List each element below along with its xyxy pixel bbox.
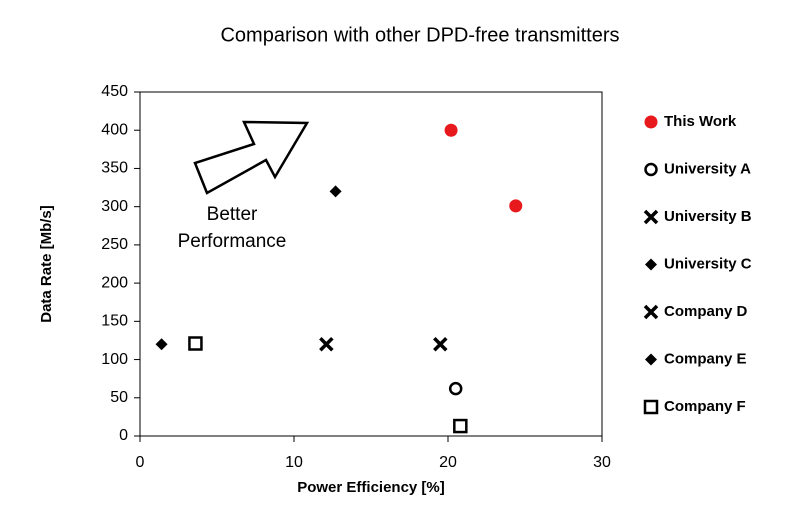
y-tick-label: 400 [101,121,128,138]
y-tick-label: 0 [119,427,128,444]
point-part [188,336,203,351]
point [319,337,334,352]
legend-label: This Work [664,113,737,130]
legend-marker [645,258,657,271]
legend-label: University C [664,255,752,272]
legend-marker-part [643,304,659,320]
point-part [319,337,334,352]
legend-label: Company E [664,350,747,367]
point [509,199,523,213]
point-part [444,123,458,137]
y-tick-label: 450 [101,83,128,100]
point [444,123,458,137]
legend-marker [643,209,659,225]
legend-label: Company F [664,398,746,415]
annotation: Performance [178,231,287,252]
y-axis-label: Data Rate [Mb/s] [38,205,55,323]
plot-frame [139,91,603,437]
x-tick-label: 10 [285,454,303,471]
point [453,418,468,434]
legend-label: Company D [664,303,748,320]
x-tick-label: 30 [593,454,611,471]
legend-label: University A [664,160,751,177]
point-part [433,337,448,352]
legend-marker [644,162,658,177]
y-tick-label: 250 [101,236,128,253]
legend-marker-part [643,399,659,415]
point [188,336,203,351]
point-part [453,418,468,434]
point [433,337,448,352]
y-tick-label: 350 [101,160,128,177]
legend-marker [643,304,659,320]
legend-marker-part [644,115,658,129]
legend-label: University B [664,208,752,225]
legend-marker-part [645,353,657,366]
legend-marker [645,353,657,366]
legend-marker [643,399,659,415]
point-part [329,185,342,198]
annotation: Better [207,204,258,225]
y-tick-label: 100 [101,351,128,368]
point-part [509,199,523,213]
y-tick-label: 200 [101,274,128,291]
y-tick-label: 50 [110,389,128,406]
y-tick-label: 300 [101,198,128,215]
x-tick-label: 20 [439,454,457,471]
legend-marker-part [644,162,658,177]
legend-marker-part [643,209,659,225]
y-tick-label: 150 [101,313,128,330]
legend-marker [644,115,658,129]
point [155,338,168,351]
point [329,185,342,198]
point-part [448,381,463,396]
legend-marker-part [645,258,657,271]
x-tick-label: 0 [136,454,145,471]
arrow [193,120,310,195]
x-axis-label: Power Efficiency [%] [297,479,445,496]
point-part [155,338,168,351]
chart-title: Comparison with other DPD-free transmitt… [220,24,619,46]
point [448,381,463,396]
